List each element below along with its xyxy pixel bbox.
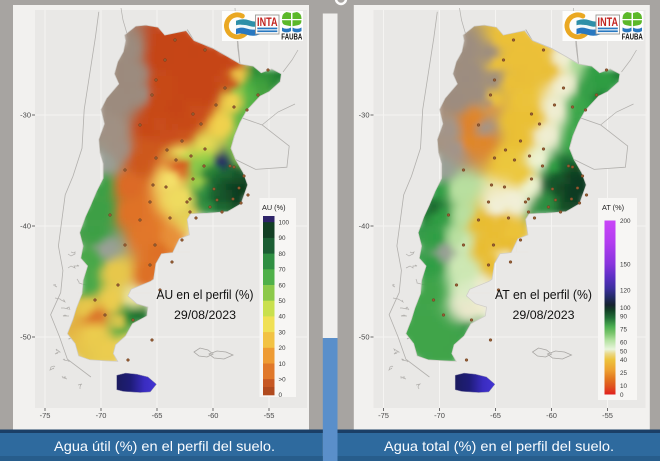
svg-text:50: 50 [620,348,628,355]
svg-text:40: 40 [620,357,628,364]
svg-text:120: 120 [620,287,631,294]
svg-text:25: 25 [620,370,628,377]
svg-text:-55: -55 [602,411,613,420]
svg-text:-40: -40 [359,222,370,231]
svg-text:AU (%): AU (%) [262,203,286,212]
svg-text:-50: -50 [20,333,31,342]
svg-text:0: 0 [620,392,624,399]
svg-text:60: 60 [620,340,628,347]
svg-text:-40: -40 [20,222,31,231]
svg-text:-50: -50 [359,333,370,342]
svg-text:90: 90 [620,314,628,321]
svg-text:Agua total (%) en el perfil de: Agua total (%) en el perfil del suelo. [384,438,614,454]
svg-text:0: 0 [279,392,283,399]
svg-text:INTA: INTA [257,17,278,29]
svg-text:AU en el perfil (%): AU en el perfil (%) [157,287,254,302]
svg-text:-70: -70 [434,411,445,420]
svg-text:200: 200 [620,218,631,225]
svg-text:AT en el perfil (%): AT en el perfil (%) [495,287,592,302]
svg-text:-70: -70 [96,411,107,420]
svg-text:30: 30 [279,329,287,336]
svg-text:80: 80 [279,251,287,258]
svg-text:150: 150 [620,261,631,268]
svg-text:60: 60 [279,282,287,289]
svg-text:AT (%): AT (%) [602,203,624,212]
svg-text:50: 50 [279,298,287,305]
svg-text:-30: -30 [20,111,31,120]
svg-text:29/08/2023: 29/08/2023 [513,308,575,322]
svg-text:75: 75 [620,327,628,334]
svg-text:-60: -60 [546,411,557,420]
svg-text:Agua útil (%) en el perfil del: Agua útil (%) en el perfil del suelo. [54,438,275,454]
svg-text:70: 70 [279,267,287,274]
svg-text:-65: -65 [490,411,501,420]
svg-text:-30: -30 [359,111,370,120]
svg-text:FAUBA: FAUBA [281,33,302,42]
svg-text:-75: -75 [378,411,389,420]
svg-text:100: 100 [620,305,631,312]
svg-text:-55: -55 [264,411,275,420]
svg-text:-60: -60 [208,411,219,420]
svg-text:FAUBA: FAUBA [622,33,643,42]
svg-text:-65: -65 [152,411,163,420]
svg-text:-75: -75 [40,411,51,420]
svg-text:100: 100 [279,220,290,227]
svg-text:>0: >0 [279,377,287,384]
svg-text:90: 90 [279,235,287,242]
svg-text:40: 40 [279,314,287,321]
svg-text:20: 20 [279,345,287,352]
svg-text:10: 10 [620,383,628,390]
svg-text:INTA: INTA [598,17,619,29]
svg-text:29/08/2023: 29/08/2023 [174,308,236,322]
svg-text:10: 10 [279,361,287,368]
